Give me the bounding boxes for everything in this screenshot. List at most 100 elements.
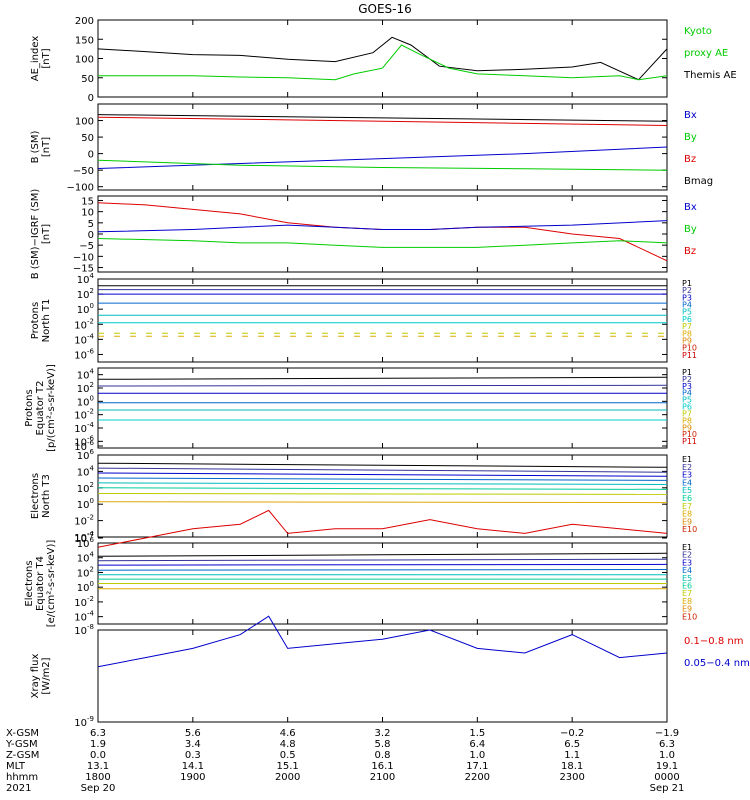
y-tick-exponent: -2 (87, 408, 94, 416)
y-tick-label: 15 (81, 196, 94, 207)
annotation-value: 6.3 (659, 739, 675, 750)
annotation-value: 1800 (85, 772, 110, 783)
legend-channel: E5 (682, 574, 692, 583)
y-tick-label: 100 (75, 55, 94, 66)
y-tick-exponent: 0 (90, 302, 94, 310)
legend-channel: P11 (682, 437, 697, 446)
legend-entry: Themis AE (683, 70, 737, 81)
series-line (97, 493, 668, 495)
legend-channel: P6 (682, 403, 692, 412)
panel-frame (97, 278, 668, 363)
y-tick-exponent: 0 (90, 497, 94, 505)
series-line (97, 238, 668, 248)
y-tick-label: 104 (77, 368, 95, 382)
legend-entry: Bz (684, 246, 696, 257)
series-line (97, 159, 668, 171)
annotation-value: 2200 (465, 772, 490, 783)
y-tick-label: 0 (88, 150, 94, 161)
y-tick-label: −50 (73, 166, 94, 177)
legend-channel: P9 (682, 423, 692, 432)
y-tick-exponent: -2 (87, 317, 94, 325)
legend-channel: P1 (682, 279, 692, 288)
legend-channel: P7 (682, 322, 692, 331)
annotation-value: 0.0 (90, 750, 106, 761)
legend-channel: E10 (682, 525, 697, 534)
y-tick-exponent: 2 (90, 481, 94, 489)
legend-channel: P4 (682, 389, 692, 398)
annotation-value: 5.8 (375, 739, 391, 750)
y-tick-exponent: 6 (90, 448, 95, 456)
legend-channel: P2 (682, 286, 692, 295)
series-line (97, 384, 668, 387)
annotation-value: 0000 (654, 772, 679, 783)
series-line (97, 472, 668, 477)
legend-channel: E5 (682, 486, 692, 495)
annotation-value: 2300 (559, 772, 584, 783)
y-axis-label: Equator T2 (35, 381, 46, 436)
y-tick-exponent: 2 (90, 565, 94, 573)
legend-channel: E7 (682, 589, 692, 598)
y-tick-label: 10-4 (74, 332, 94, 346)
legend-channel: E9 (682, 517, 692, 526)
series-line (97, 36, 668, 81)
annotation-label: Y-GSM (5, 739, 38, 750)
legend-channel: P8 (682, 329, 692, 338)
panel-ae: 0 50 100 150 200 AE_index [nT] Kyoto proxy AE The… (30, 16, 737, 104)
series-line (98, 44, 668, 81)
annotation-value: 15.1 (277, 761, 299, 772)
y-tick-label: 104 (77, 464, 95, 478)
series-line (97, 376, 668, 380)
series-line (97, 615, 668, 668)
y-tick-exponent: -6 (87, 434, 95, 442)
y-tick-label: 100 (77, 302, 94, 316)
y-tick-label: 50 (81, 133, 94, 144)
legend-channel: E10 (682, 612, 697, 621)
y-tick-label: −15 (73, 264, 94, 275)
y-axis-label: Protons (30, 302, 41, 339)
y-tick-exponent: 4 (90, 464, 95, 472)
annotation-value: 6.3 (90, 728, 106, 739)
legend-channel: P9 (682, 336, 692, 345)
legend-channel: P8 (682, 416, 692, 425)
legend-entry: By (684, 224, 697, 235)
y-axis-label: North T1 (41, 299, 52, 343)
annotation-value: 3.2 (375, 728, 391, 739)
legend-channel: E2 (682, 551, 692, 560)
y-tick-label: 10-4 (74, 421, 94, 435)
legend-channel: E1 (682, 455, 692, 464)
annotation-value: Sep 20 (81, 783, 116, 794)
series-line (97, 509, 668, 548)
y-tick-label: 150 (75, 35, 94, 46)
annotation-value: 1.0 (659, 750, 675, 761)
panel-frame (97, 629, 668, 723)
legend-channel: E8 (682, 510, 692, 519)
y-tick-exponent: 4 (90, 272, 95, 280)
series-line (97, 467, 668, 473)
y-tick-label: 0 (88, 230, 94, 241)
legend-entry: Bz (684, 154, 696, 165)
y-axis-label: Xray flux (30, 654, 41, 699)
y-tick-label: 10 (81, 208, 94, 219)
y-tick-label: −10 (73, 252, 94, 263)
y-axis-label: [nT] (41, 224, 52, 244)
y-axis-label: Electrons (30, 473, 41, 519)
y-tick-label: 10-9 (74, 715, 94, 729)
annotation-value: 17.1 (466, 761, 488, 772)
y-tick-exponent: 2 (90, 381, 94, 389)
y-tick-exponent: 0 (90, 394, 94, 402)
annotation-value: 1.5 (469, 728, 485, 739)
y-axis-label: [p/(cm²-s-sr-keV)] (46, 364, 57, 452)
annotation-label: MLT (6, 761, 26, 772)
y-tick-exponent: -4 (87, 332, 95, 340)
panel-frame (97, 19, 668, 98)
legend-channel: E1 (682, 543, 692, 552)
legend-entry: proxy AE (684, 48, 728, 59)
y-tick-label: 104 (77, 272, 95, 286)
y-tick-exponent: 4 (90, 551, 95, 559)
annotation-label: X-GSM (6, 728, 39, 739)
legend-channel: P10 (682, 344, 697, 353)
y-tick-label: 104 (77, 551, 95, 565)
